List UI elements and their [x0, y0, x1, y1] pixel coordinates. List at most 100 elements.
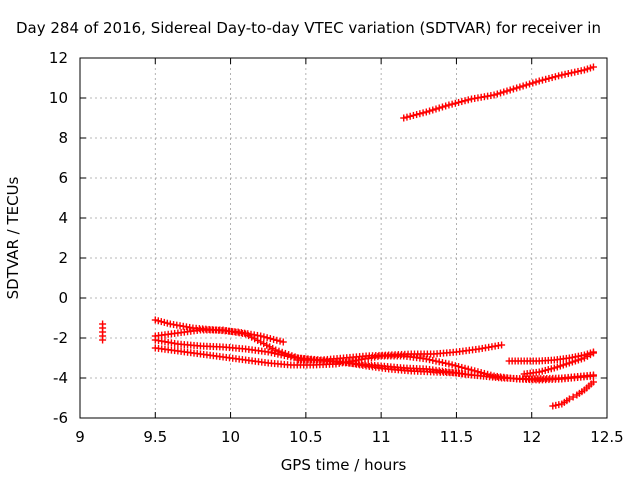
plot-frame — [79, 57, 608, 419]
data-point — [532, 78, 540, 86]
data-point — [442, 102, 450, 110]
data-point — [406, 112, 414, 120]
y-tick-label: -2 — [53, 329, 68, 347]
data-point — [271, 349, 279, 357]
data-point — [497, 89, 505, 97]
data-point — [571, 68, 579, 76]
data-point — [451, 362, 459, 370]
data-point — [451, 99, 459, 107]
data-point — [548, 74, 556, 82]
data-point — [471, 367, 479, 375]
data-point — [542, 75, 550, 83]
x-tick-label: 10.5 — [289, 428, 322, 446]
data-point — [535, 77, 543, 85]
data-point — [555, 72, 563, 80]
data-point — [509, 85, 517, 93]
data-point — [561, 70, 569, 78]
data-point — [477, 369, 485, 377]
data-point — [564, 70, 572, 78]
y-tick-label: 2 — [58, 249, 68, 267]
data-point — [279, 338, 287, 346]
data-point — [435, 104, 443, 112]
data-point — [480, 369, 488, 377]
data-point — [400, 114, 408, 122]
data-point — [589, 372, 597, 380]
x-tick-label: 11 — [372, 428, 391, 446]
data-point — [569, 393, 577, 401]
data-point — [429, 106, 437, 114]
data-point — [416, 110, 424, 118]
data-point — [493, 90, 501, 98]
data-point — [270, 335, 278, 343]
data-point — [545, 74, 553, 82]
data-point — [506, 86, 514, 94]
data-point — [438, 103, 446, 111]
data-point — [419, 109, 427, 117]
data-point — [589, 349, 597, 357]
data-point — [422, 108, 430, 116]
data-point — [458, 363, 466, 371]
data-point — [448, 361, 456, 369]
data-points — [99, 63, 597, 410]
data-point — [484, 370, 492, 378]
data-point — [577, 67, 585, 75]
data-point — [538, 76, 546, 84]
data-point — [461, 364, 469, 372]
data-point — [448, 100, 456, 108]
data-point — [263, 334, 271, 342]
data-point — [568, 69, 576, 77]
data-point — [551, 73, 559, 81]
x-tick-label: 9 — [75, 428, 85, 446]
data-point — [432, 105, 440, 113]
data-point — [432, 357, 440, 365]
x-tick-label: 11.5 — [440, 428, 473, 446]
data-point — [284, 352, 292, 360]
data-point — [516, 83, 524, 91]
data-point — [280, 352, 288, 360]
y-tick-label: 0 — [58, 289, 68, 307]
grid-lines — [80, 58, 607, 418]
data-point — [260, 333, 268, 341]
x-axis-label: GPS time / hours — [281, 456, 407, 474]
data-point — [464, 96, 472, 104]
data-point — [442, 359, 450, 367]
data-point — [264, 348, 272, 356]
data-point — [445, 360, 453, 368]
data-point — [413, 111, 421, 119]
data-point — [487, 371, 495, 379]
y-tick-label: 12 — [49, 49, 68, 67]
data-point — [409, 111, 417, 119]
data-point — [455, 363, 463, 371]
data-point — [435, 358, 443, 366]
data-point — [267, 349, 275, 357]
x-tick-label: 12 — [522, 428, 541, 446]
data-point — [474, 368, 482, 376]
y-axis-label: SDTVAR / TECUs — [4, 176, 22, 299]
x-tick-label: 12.5 — [590, 428, 623, 446]
data-point — [426, 107, 434, 115]
data-point — [429, 356, 437, 364]
y-tick-label: -6 — [53, 409, 68, 427]
x-tick-label: 10 — [221, 428, 240, 446]
y-tick-label: -4 — [53, 369, 68, 387]
y-tick-label: 10 — [49, 89, 68, 107]
data-point — [403, 113, 411, 121]
data-point — [519, 82, 527, 90]
data-point — [99, 336, 107, 344]
data-point — [490, 91, 498, 99]
data-point — [458, 98, 466, 106]
data-point — [513, 84, 521, 92]
data-point — [529, 79, 537, 87]
data-point — [589, 63, 597, 71]
data-point — [565, 395, 573, 403]
data-point — [503, 87, 511, 95]
data-point — [266, 335, 274, 343]
data-point — [500, 88, 508, 96]
data-point — [574, 67, 582, 75]
data-point — [526, 80, 534, 88]
data-point — [589, 378, 597, 386]
data-point — [276, 337, 284, 345]
chart-title: Day 284 of 2016, Sidereal Day-to-day VTE… — [16, 19, 601, 37]
data-point — [522, 81, 530, 89]
